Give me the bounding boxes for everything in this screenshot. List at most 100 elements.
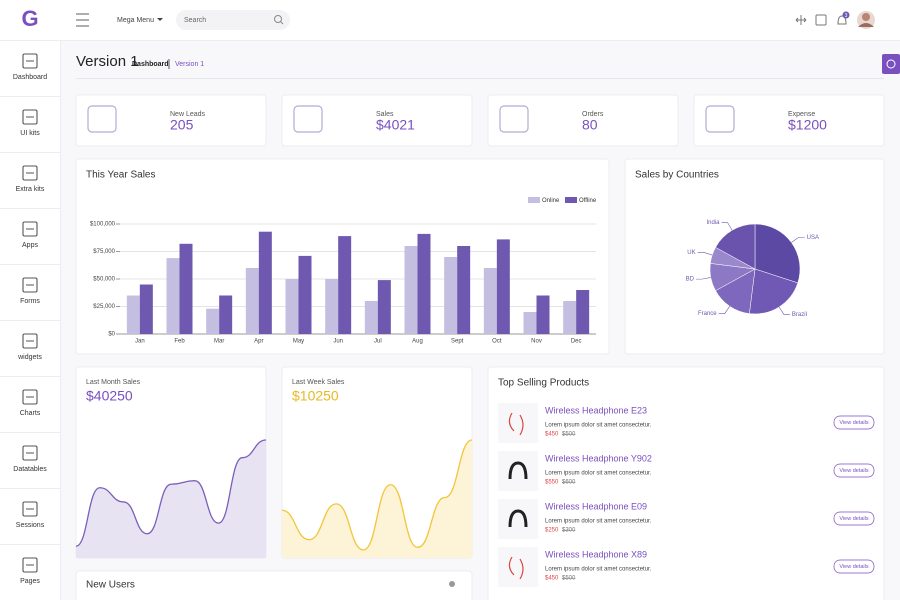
card — [75, 570, 473, 600]
product-description: Lorem ipsum dolor sit amet consectetur. — [545, 471, 652, 477]
search-box[interactable] — [176, 10, 290, 30]
product-icon — [508, 461, 528, 480]
notification-badge — [842, 11, 850, 19]
pie-label: Brazil — [792, 312, 807, 318]
nav-icon — [22, 557, 38, 573]
chart-title: Sales by Countries — [635, 170, 719, 181]
avatar-body — [858, 23, 874, 27]
bar — [258, 231, 272, 334]
stat-label: Expense — [788, 111, 815, 118]
nav-item[interactable] — [0, 321, 60, 377]
nav-label: widgets — [17, 354, 42, 361]
pie-label: France — [698, 311, 717, 317]
product-icon — [508, 412, 524, 436]
bar — [179, 243, 193, 334]
product-description: Lorem ipsum dolor sit amet consectetur. — [545, 519, 652, 525]
nav-icon — [22, 445, 38, 461]
settings-icon — [886, 59, 896, 69]
breadcrumb: Dashboard — [132, 61, 169, 68]
nav-icon — [22, 389, 38, 405]
x-tick-label: Sept — [451, 339, 464, 345]
x-tick-label: Nov — [531, 339, 542, 345]
avatar-head — [862, 13, 870, 21]
nav-label: Sessions — [16, 522, 45, 529]
caret — [157, 18, 163, 21]
stat-value: 80 — [582, 117, 598, 133]
product-name: Wireless Headphone Y902 — [545, 453, 652, 463]
apps-icon[interactable] — [815, 14, 827, 26]
nav-label: UI kits — [20, 130, 40, 137]
page-title: Version 1 — [76, 53, 139, 70]
stat-label: New Leads — [170, 111, 206, 118]
nav-label: Pages — [20, 578, 40, 585]
y-tick-label: $100,000 — [90, 222, 116, 228]
nav-item[interactable] — [0, 209, 60, 265]
stat-icon — [87, 105, 117, 133]
x-tick-label: Apr — [254, 339, 263, 345]
nav-item[interactable] — [0, 153, 60, 209]
nav-item[interactable] — [0, 265, 60, 321]
view-details-button[interactable] — [833, 511, 875, 526]
view-details-label: View details — [839, 516, 868, 522]
nav-icon — [22, 53, 38, 69]
nav-icon — [22, 165, 38, 181]
search-icon — [274, 15, 282, 23]
card-value: $40250 — [86, 388, 133, 404]
product-old-price: $500 — [562, 576, 576, 582]
pie-label: UK — [687, 250, 695, 256]
bar — [444, 257, 458, 334]
bar — [457, 246, 471, 334]
nav-label: Apps — [22, 242, 38, 249]
bar — [536, 295, 550, 334]
nav-item[interactable] — [0, 97, 60, 153]
breadcrumb: Version 1 — [175, 61, 204, 68]
product-image — [498, 451, 538, 491]
settings-tab[interactable] — [882, 54, 900, 74]
product-icon — [508, 556, 524, 580]
stat-icon — [499, 105, 529, 133]
view-details-button[interactable] — [833, 559, 875, 574]
view-details-button[interactable] — [833, 415, 875, 430]
card-title: New Users — [86, 580, 135, 591]
product-old-price: $300 — [562, 528, 576, 534]
y-tick-label: $25,000 — [93, 304, 115, 310]
search-icon — [280, 21, 284, 25]
nav-icon — [22, 277, 38, 293]
product-old-price: $600 — [562, 480, 576, 486]
card-title: Last Week Sales — [292, 379, 345, 386]
x-tick-label: Dec — [571, 339, 582, 345]
card — [281, 94, 473, 147]
bar — [298, 255, 312, 334]
fullscreen-icon[interactable] — [795, 15, 807, 25]
product-price: $550 — [545, 480, 559, 486]
bar — [417, 233, 431, 334]
view-details-label: View details — [839, 564, 868, 570]
pie-leader — [721, 222, 733, 231]
product-price: $450 — [545, 576, 559, 582]
nav-item[interactable] — [0, 433, 60, 489]
card — [693, 94, 885, 147]
area-line — [281, 439, 473, 551]
stat-label: Sales — [376, 111, 394, 118]
product-image — [498, 547, 538, 587]
stat-value: $4021 — [376, 117, 415, 133]
settings-icon[interactable] — [449, 581, 455, 587]
product-old-price: $500 — [562, 432, 576, 438]
nav-item[interactable] — [0, 489, 60, 545]
bar — [563, 301, 577, 334]
x-tick-label: Jan — [135, 339, 145, 345]
nav-item[interactable] — [0, 377, 60, 433]
pie-leader — [778, 306, 790, 315]
nav-item[interactable] — [0, 41, 60, 97]
nav-label: Forms — [20, 298, 40, 305]
x-tick-label: Mar — [214, 339, 224, 345]
view-details-button[interactable] — [833, 463, 875, 478]
product-price: $250 — [545, 528, 559, 534]
card — [487, 94, 679, 147]
product-description: Lorem ipsum dolor sit amet consectetur. — [545, 423, 652, 429]
bell-icon[interactable] — [837, 15, 847, 25]
brand-logo: G — [21, 6, 38, 31]
pie-leader — [791, 236, 805, 243]
notification-count: 3 — [845, 13, 848, 19]
